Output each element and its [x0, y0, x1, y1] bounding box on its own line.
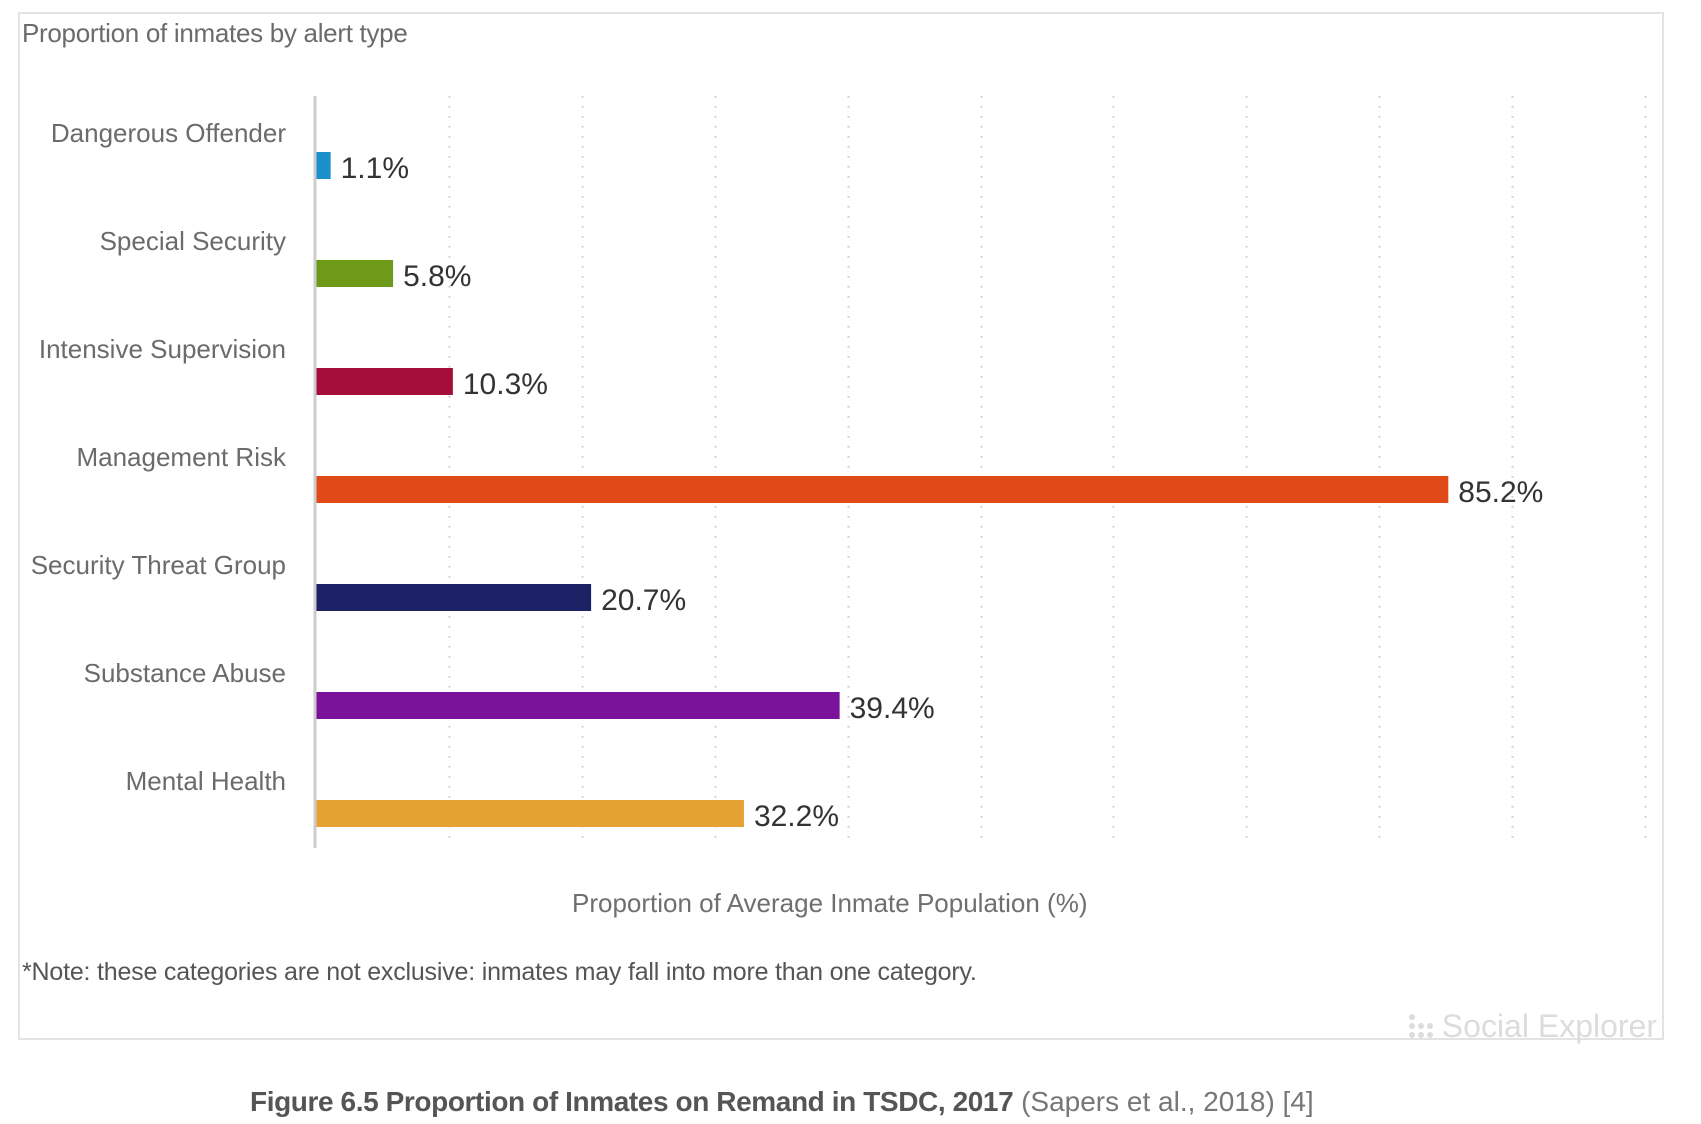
watermark-text: Social Explorer — [1441, 1008, 1657, 1044]
x-axis-title: Proportion of Average Inmate Population … — [572, 888, 1088, 918]
value-label: 32.2% — [754, 800, 839, 833]
chart-frame — [18, 12, 1664, 1040]
category-label: Management Risk — [76, 442, 287, 472]
bar-dangerous-offender — [316, 152, 331, 179]
value-labels: 1.1% 5.8% 10.3% 85.2% 20.7% 39.4% 32.2% — [341, 152, 1544, 833]
bar-security-threat-group — [316, 584, 592, 611]
value-label: 39.4% — [850, 692, 935, 725]
category-label: Special Security — [100, 226, 286, 256]
value-label: 5.8% — [403, 260, 471, 293]
category-label: Dangerous Offender — [51, 118, 286, 148]
category-label: Intensive Supervision — [39, 334, 286, 364]
social-explorer-watermark: Social Explorer — [1408, 1008, 1657, 1045]
figure-caption: Figure 6.5 Proportion of Inmates on Rema… — [250, 1086, 1314, 1118]
chart-note: *Note: these categories are not exclusiv… — [22, 958, 977, 986]
chart-title: Proportion of inmates by alert type — [22, 18, 408, 48]
bar-mental-health — [316, 800, 744, 827]
bar-substance-abuse — [316, 692, 840, 719]
category-label: Mental Health — [126, 766, 286, 796]
dot-grid-icon — [1408, 1014, 1434, 1039]
value-label: 10.3% — [463, 368, 548, 401]
bar-intensive-supervision — [316, 368, 453, 395]
category-label: Substance Abuse — [84, 658, 286, 688]
figure-caption-source: (Sapers et al., 2018) [4] — [1021, 1086, 1314, 1117]
category-label: Security Threat Group — [31, 550, 286, 580]
bars — [316, 152, 1449, 827]
category-labels: Dangerous Offender Special Security Intens… — [31, 118, 287, 796]
value-label: 1.1% — [341, 152, 409, 185]
bar-management-risk — [316, 476, 1449, 503]
value-label: 85.2% — [1458, 476, 1543, 509]
gridlines — [448, 96, 1647, 840]
bar-special-security — [316, 260, 394, 287]
figure-caption-title: Figure 6.5 Proportion of Inmates on Rema… — [250, 1086, 1014, 1117]
value-label: 20.7% — [601, 584, 686, 617]
